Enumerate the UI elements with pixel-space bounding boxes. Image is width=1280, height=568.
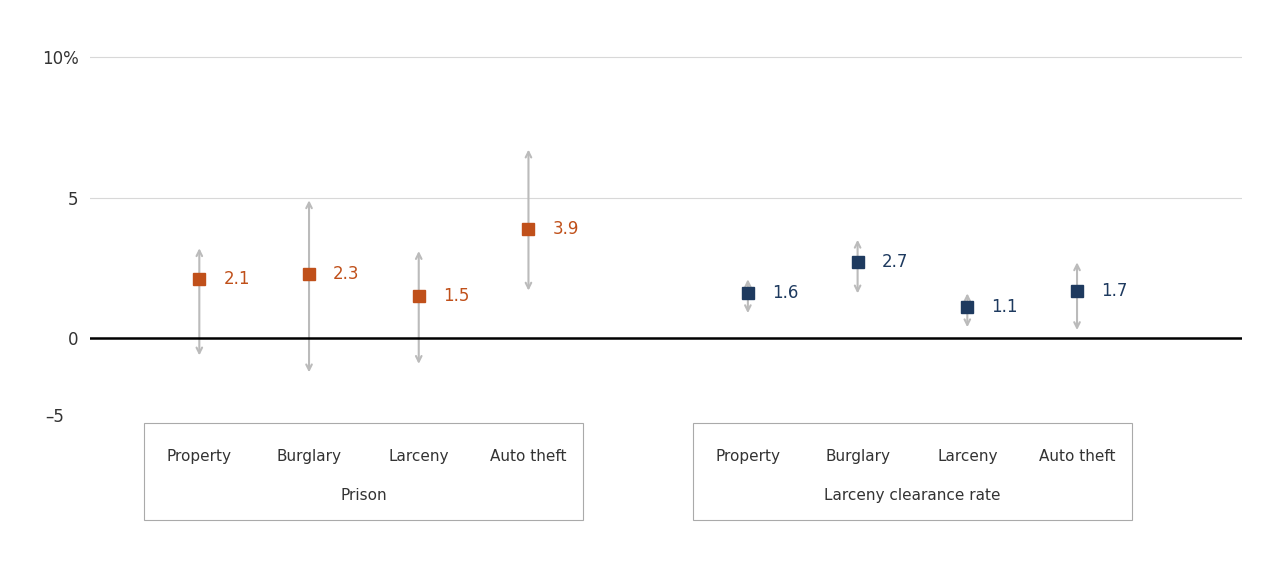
Text: –5: –5	[45, 408, 64, 427]
Text: Property: Property	[716, 449, 781, 463]
Text: 1.6: 1.6	[772, 285, 799, 302]
Text: Auto theft: Auto theft	[490, 449, 567, 463]
Text: 2.7: 2.7	[882, 253, 908, 272]
Text: Burglary: Burglary	[826, 449, 890, 463]
Text: Burglary: Burglary	[276, 449, 342, 463]
Text: 2.1: 2.1	[224, 270, 250, 289]
Text: Auto theft: Auto theft	[1039, 449, 1115, 463]
Text: Larceny: Larceny	[937, 449, 997, 463]
Text: 1.1: 1.1	[992, 298, 1018, 316]
Text: Property: Property	[166, 449, 232, 463]
Text: Larceny clearance rate: Larceny clearance rate	[824, 488, 1001, 503]
Text: Larceny: Larceny	[389, 449, 449, 463]
Text: 1.5: 1.5	[443, 287, 470, 305]
Text: 3.9: 3.9	[553, 220, 579, 237]
Text: 1.7: 1.7	[1101, 282, 1128, 299]
Text: 2.3: 2.3	[333, 265, 360, 283]
Text: Prison: Prison	[340, 488, 387, 503]
